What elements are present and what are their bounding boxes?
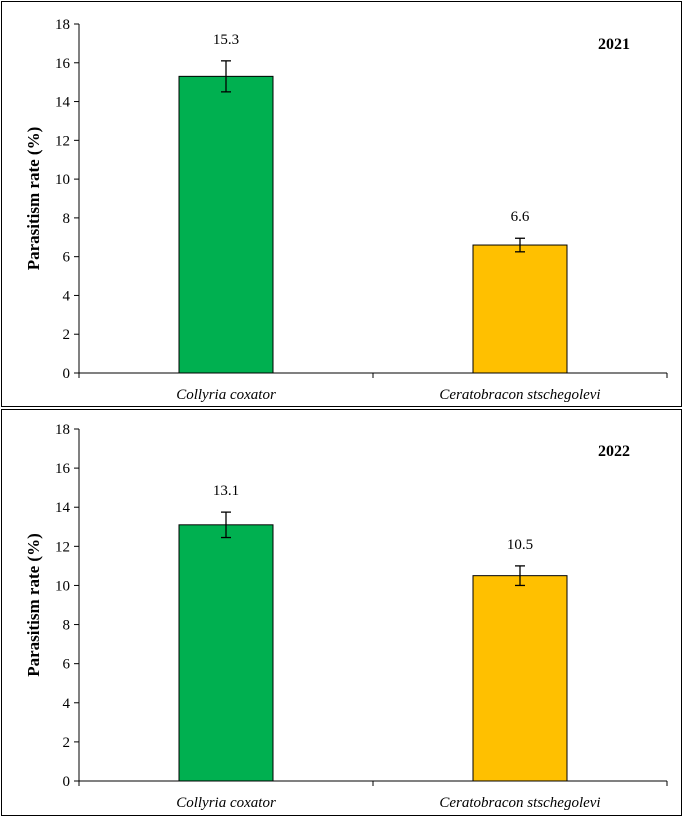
y-tick-label: 10: [55, 578, 70, 594]
y-axis-title: Parasitism rate (%): [24, 127, 43, 271]
bar-chart-2022: 0 2 4 6 8 10 12 14 16 18 13.1 Collyria coxator 10.5 C…: [24, 422, 668, 811]
y-tick-label: 0: [63, 774, 71, 790]
y-tick-label: 14: [55, 500, 71, 516]
y-tick-label: 14: [55, 95, 71, 111]
y-tick-label: 18: [55, 17, 70, 33]
y-tick-label: 8: [63, 618, 71, 634]
x-category-label: Collyria coxator: [176, 795, 276, 811]
bar: [472, 244, 568, 374]
y-tick-label: 12: [55, 539, 70, 555]
chart-title-year: 2022: [598, 443, 630, 460]
y-tick-label: 2: [63, 327, 71, 343]
y-tick-label: 16: [55, 56, 71, 72]
y-tick-label: 6: [63, 250, 71, 266]
chart-panel-2022: 0 2 4 6 8 10 12 14 16 18 13.1 Collyria coxator 10.5 C…: [1, 409, 682, 816]
bar: [178, 75, 274, 374]
y-tick-label: 4: [63, 288, 71, 304]
bar: [178, 524, 274, 782]
y-tick-label: 8: [63, 211, 71, 227]
y-tick-label: 12: [55, 133, 70, 149]
data-label: 10.5: [507, 537, 533, 553]
bar-chart-2021: 0 2 4 6 8 10 12 14 16 18 15.3 Collyria coxator 6.6 Ce…: [24, 17, 668, 403]
chart-panel-2021: 0 2 4 6 8 10 12 14 16 18 15.3 Collyria coxator 6.6 Ce…: [1, 1, 682, 407]
y-tick-label: 6: [63, 657, 71, 673]
bar: [472, 575, 568, 782]
y-tick-label: 0: [63, 366, 71, 382]
y-tick-label: 4: [63, 696, 71, 712]
x-category-label: Ceratobracon stschegolevi: [439, 387, 600, 403]
data-label: 13.1: [213, 483, 239, 499]
y-tick-label: 10: [55, 172, 70, 188]
chart-title-year: 2021: [598, 36, 630, 53]
x-category-label: Ceratobracon stschegolevi: [439, 795, 600, 811]
y-tick-label: 18: [55, 422, 70, 438]
y-tick-label: 16: [55, 461, 71, 477]
y-tick-label: 2: [63, 735, 71, 751]
x-category-label: Collyria coxator: [176, 387, 276, 403]
y-axis-title: Parasitism rate (%): [24, 533, 43, 677]
data-label: 15.3: [213, 32, 239, 48]
data-label: 6.6: [511, 209, 530, 225]
